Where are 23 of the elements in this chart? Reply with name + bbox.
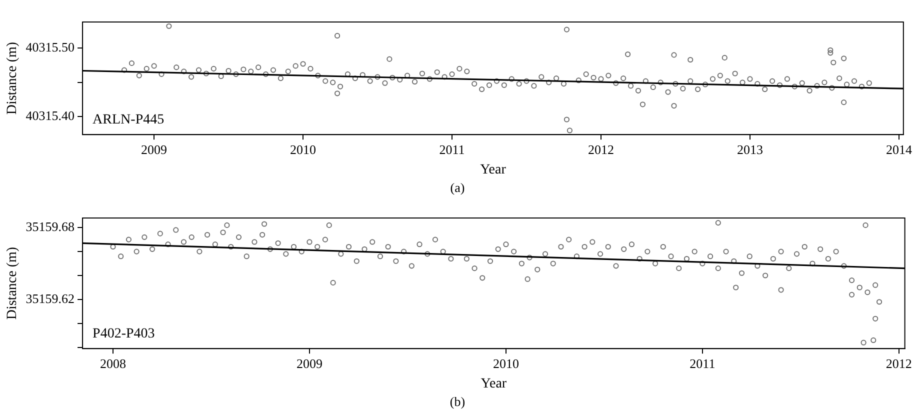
y-tick-label: 40315.50: [26, 40, 75, 55]
annotation: ARLN-P445: [92, 112, 164, 128]
x-tick-label: 2014: [886, 142, 912, 157]
y-axis-title: Distance (m): [5, 246, 20, 320]
text: (b): [448, 394, 466, 410]
text: (a): [449, 180, 466, 196]
x-tick-label: 2010: [492, 356, 519, 371]
x-tick-label: 2010: [290, 142, 316, 157]
x-tick-label: 2012: [886, 356, 912, 371]
annotation: P402-P403: [92, 326, 155, 342]
x-tick-label: 2009: [296, 356, 322, 371]
x-tick-label: 2013: [736, 142, 763, 157]
x-axis-title: Year: [480, 162, 506, 178]
x-tick-label: 2011: [439, 142, 465, 157]
x-tick-label: 2012: [588, 142, 614, 157]
x-axis-title: Year: [480, 376, 507, 392]
y-tick-label: 40315.40: [26, 108, 75, 124]
x-tick-label: 2011: [690, 356, 716, 371]
x-tick-label: 2008: [100, 356, 126, 371]
x-tick-label: 2009: [141, 142, 168, 157]
y-tick-label: 35159.68: [26, 219, 75, 234]
y-axis-title: Distance (m): [5, 42, 20, 115]
y-tick-label: 35159.62: [26, 290, 75, 306]
